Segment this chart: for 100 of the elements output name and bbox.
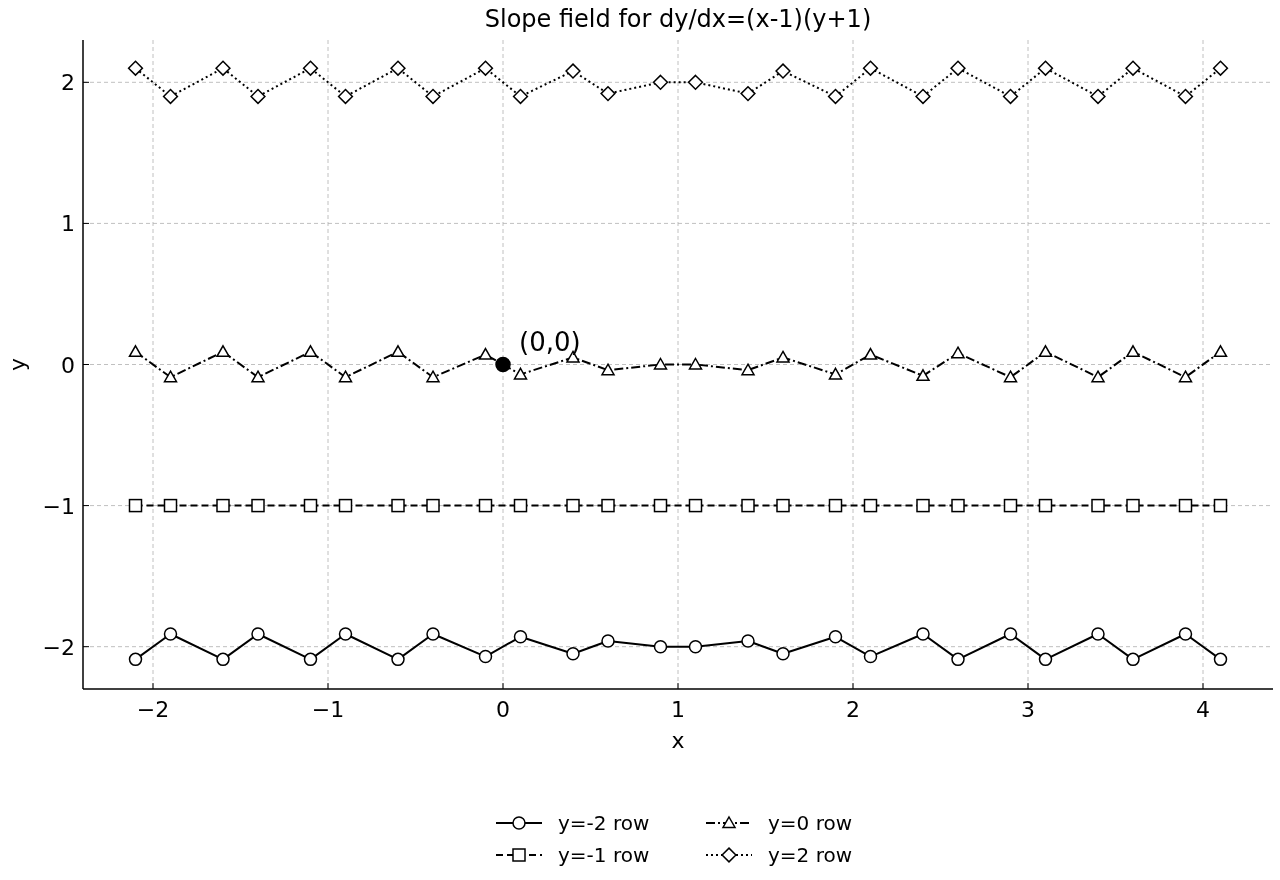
point	[1091, 370, 1105, 383]
point	[163, 627, 178, 641]
point	[951, 346, 965, 359]
point	[566, 646, 580, 661]
legend-label: y=-2 row	[558, 811, 650, 835]
point	[1178, 370, 1193, 383]
point	[741, 634, 755, 648]
x-axis-title: x	[671, 728, 685, 753]
point	[1003, 627, 1018, 641]
x-tick-label: −2	[136, 697, 170, 722]
point	[477, 60, 494, 76]
legend-label: y=2 row	[768, 843, 853, 867]
point	[951, 652, 965, 667]
point	[776, 646, 790, 661]
point	[1091, 627, 1105, 641]
point	[338, 370, 353, 383]
point	[1002, 88, 1019, 105]
point	[1126, 652, 1140, 667]
point	[741, 363, 755, 376]
point	[251, 627, 265, 641]
point	[216, 498, 230, 513]
point	[776, 350, 790, 363]
point	[1126, 345, 1140, 358]
point	[600, 85, 616, 102]
y-tick-label: 2	[61, 70, 75, 96]
x-tick-label: 4	[1196, 697, 1210, 722]
point	[250, 88, 266, 105]
point	[653, 498, 668, 513]
x-tick-label: 3	[1021, 697, 1035, 722]
point	[128, 498, 143, 513]
point	[216, 652, 230, 667]
point	[1038, 345, 1053, 358]
point	[566, 498, 580, 513]
point	[565, 63, 581, 79]
point	[426, 627, 440, 641]
point	[828, 367, 843, 380]
point	[916, 498, 930, 513]
x-tick-label: −1	[311, 697, 345, 722]
point	[512, 88, 529, 105]
point	[215, 60, 231, 76]
point	[1037, 60, 1054, 76]
point	[128, 345, 143, 358]
y-tick-label: −1	[42, 493, 75, 519]
point	[688, 639, 703, 654]
point	[601, 363, 615, 376]
point	[303, 652, 318, 667]
point	[425, 88, 441, 105]
point	[513, 498, 528, 513]
point	[303, 498, 318, 513]
point	[1178, 627, 1193, 641]
point	[1090, 88, 1106, 105]
point	[1091, 498, 1105, 513]
point	[513, 367, 528, 380]
point	[776, 498, 790, 513]
point	[1178, 498, 1193, 513]
point	[1038, 498, 1053, 513]
point	[863, 498, 878, 513]
point	[391, 498, 405, 513]
point	[478, 498, 493, 513]
point	[915, 88, 931, 105]
point	[916, 627, 930, 641]
point	[775, 63, 791, 79]
point	[687, 74, 704, 90]
point	[653, 639, 668, 654]
point	[1003, 498, 1018, 513]
point	[1177, 88, 1194, 105]
point	[951, 498, 965, 513]
point	[1213, 498, 1228, 513]
point	[1003, 370, 1018, 383]
point	[1125, 60, 1141, 76]
point	[1213, 652, 1228, 667]
point	[338, 627, 353, 641]
point	[391, 652, 405, 667]
point	[426, 498, 440, 513]
point	[828, 630, 843, 644]
point	[513, 630, 528, 644]
point	[390, 60, 406, 76]
y-tick-label: 0	[61, 352, 75, 378]
point	[163, 498, 178, 513]
y-tick-label: −2	[42, 634, 75, 660]
point	[251, 370, 265, 383]
point	[1038, 652, 1053, 667]
point	[741, 498, 755, 513]
point	[338, 498, 353, 513]
point	[495, 356, 511, 373]
point	[601, 498, 615, 513]
point	[740, 85, 756, 102]
x-tick-label: 1	[671, 697, 685, 722]
point	[478, 347, 493, 360]
point	[337, 88, 354, 105]
point	[426, 370, 440, 383]
point	[916, 369, 930, 382]
point	[1213, 345, 1228, 358]
point	[950, 60, 966, 76]
point	[128, 652, 143, 667]
point	[478, 649, 493, 664]
point	[863, 347, 878, 360]
point	[688, 498, 703, 513]
point	[302, 60, 319, 76]
point	[162, 88, 179, 105]
